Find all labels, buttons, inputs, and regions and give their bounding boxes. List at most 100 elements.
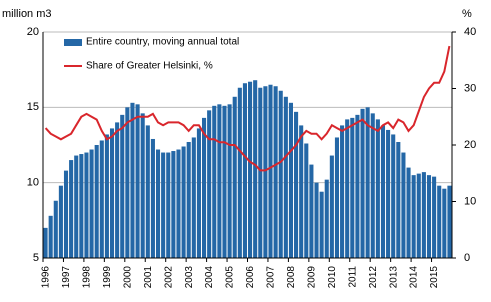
y-axis-label: million m3 <box>2 8 52 20</box>
line <box>44 45 451 172</box>
legend-label: Share of Greater Helsinki, % <box>86 61 213 72</box>
bar <box>58 185 63 258</box>
bar <box>268 84 273 258</box>
bar <box>242 83 247 258</box>
bar <box>416 173 421 258</box>
y-tick-label: 10 <box>27 177 39 189</box>
bar <box>186 141 191 258</box>
bar <box>43 227 48 258</box>
bar <box>375 119 380 259</box>
y2-tick-label: 30 <box>464 82 476 94</box>
bar <box>396 141 401 258</box>
bar <box>140 113 145 258</box>
bar <box>166 152 171 258</box>
bar <box>263 86 268 259</box>
x-tick-label: 2006 <box>245 266 256 289</box>
bar <box>232 96 237 258</box>
bar <box>314 182 319 258</box>
bar <box>283 96 288 258</box>
bar <box>53 200 58 258</box>
bar <box>171 151 176 258</box>
y2-tick-label: 0 <box>464 252 470 264</box>
bar <box>84 152 89 258</box>
bar <box>437 185 442 258</box>
y2-tick-label: 20 <box>464 139 476 151</box>
x-tick-label: 2009 <box>306 266 317 289</box>
bar <box>150 138 155 258</box>
x-tick-label: 2002 <box>163 266 174 289</box>
bar <box>304 143 309 258</box>
y-tick-label: 5 <box>33 252 39 264</box>
bar <box>196 128 201 258</box>
bar <box>74 155 79 258</box>
bar <box>191 137 196 258</box>
bar <box>48 215 53 258</box>
bar <box>99 140 104 258</box>
bar <box>248 81 253 258</box>
bar <box>181 146 186 258</box>
legend-label: Entire country, moving annual total <box>86 37 239 48</box>
bar <box>212 105 217 259</box>
bar <box>109 128 115 258</box>
y2-axis-label: % <box>462 8 472 20</box>
bar <box>319 191 324 258</box>
x-tick-label: 2013 <box>388 266 399 289</box>
bar <box>411 175 416 258</box>
y2-tick-label: 10 <box>464 195 476 207</box>
x-tick-label: 2003 <box>184 266 195 289</box>
x-tick-label: 2012 <box>368 266 379 289</box>
bar <box>69 160 74 258</box>
bar <box>324 179 329 258</box>
bar <box>340 125 345 258</box>
x-tick-label: 2010 <box>327 266 338 289</box>
bar <box>391 134 396 258</box>
bar <box>94 145 99 258</box>
bar <box>309 164 314 258</box>
bar <box>155 149 161 258</box>
x-tick-label: 2014 <box>409 266 420 289</box>
bar <box>79 154 84 258</box>
x-tick-label: 2001 <box>143 266 154 289</box>
x-tick-label: 2008 <box>286 266 297 289</box>
bar <box>161 152 166 258</box>
bar <box>406 167 411 258</box>
x-tick-label: 1997 <box>61 266 72 289</box>
bar <box>253 80 258 258</box>
bar <box>89 149 94 258</box>
bar <box>120 114 125 258</box>
bar <box>217 104 222 258</box>
bar <box>426 175 432 258</box>
bar <box>201 117 207 258</box>
bar <box>63 170 69 258</box>
bar <box>294 111 299 258</box>
bar <box>299 125 304 258</box>
bar <box>334 137 340 258</box>
bar <box>380 125 386 258</box>
x-tick-label: 2007 <box>266 266 277 289</box>
bar <box>135 104 140 258</box>
x-tick-label: 2015 <box>429 266 440 289</box>
bar <box>442 188 447 258</box>
bar <box>360 108 365 258</box>
bar <box>125 107 130 258</box>
bar <box>355 114 360 258</box>
bar <box>145 125 150 258</box>
bar <box>386 129 391 258</box>
bar <box>273 86 278 259</box>
bar <box>258 87 263 258</box>
legend-swatch <box>64 39 82 46</box>
bar <box>288 102 294 259</box>
y-tick-label: 20 <box>27 26 39 38</box>
bar <box>447 185 452 258</box>
x-tick-label: 1998 <box>82 266 93 289</box>
bar <box>130 102 135 259</box>
bar <box>115 122 120 259</box>
bar <box>329 155 334 258</box>
bar <box>176 149 181 258</box>
x-tick-label: 2011 <box>347 266 358 288</box>
bar <box>370 113 375 258</box>
bar <box>278 90 283 258</box>
x-tick-label: 1999 <box>102 266 113 289</box>
bar <box>104 134 109 258</box>
